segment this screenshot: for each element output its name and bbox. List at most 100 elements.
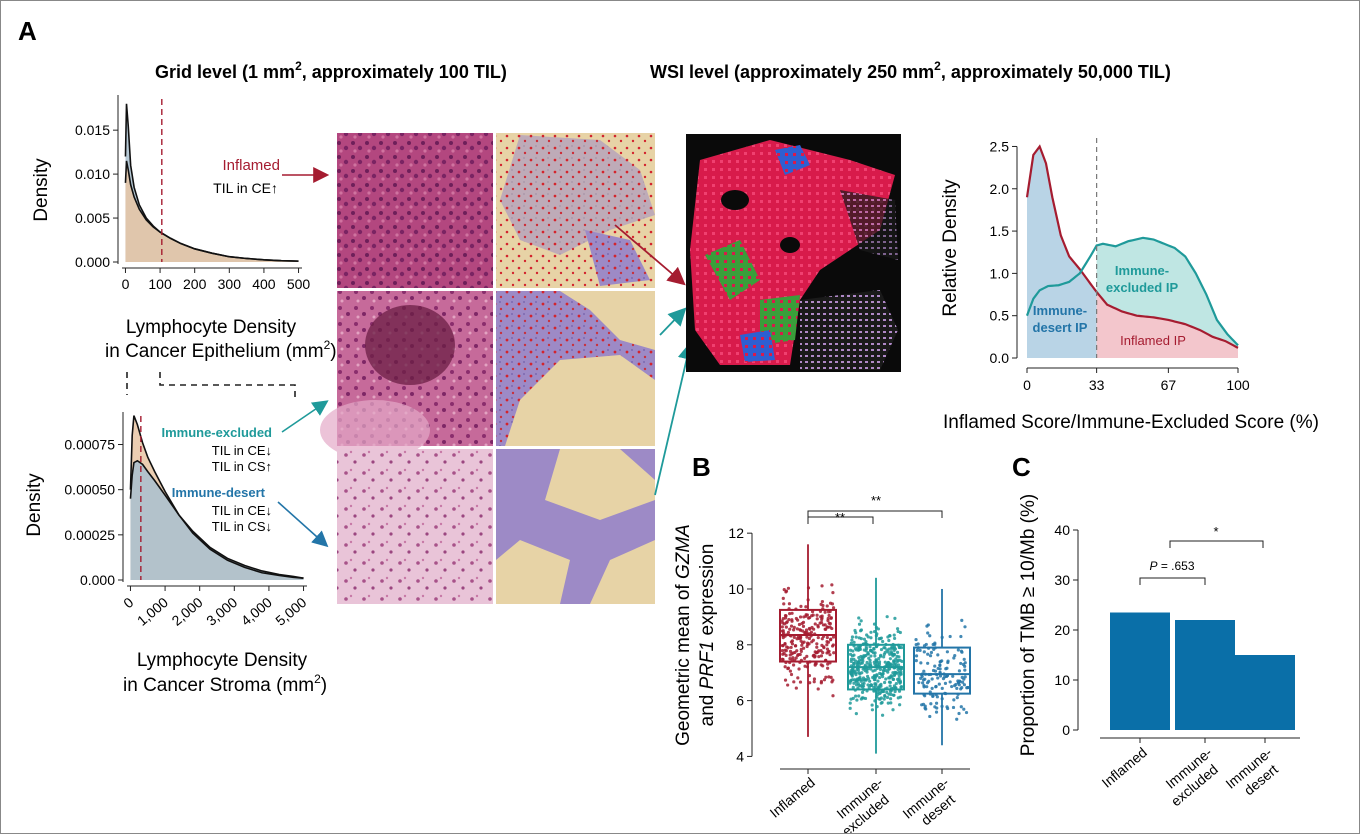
- data-point: [788, 612, 792, 616]
- data-point: [883, 680, 887, 685]
- data-point: [931, 694, 935, 698]
- data-point: [960, 675, 964, 679]
- data-point: [948, 634, 952, 639]
- data-point: [795, 627, 799, 631]
- data-point: [934, 701, 939, 705]
- data-point: [856, 660, 861, 664]
- data-point: [848, 681, 852, 685]
- y-tick-label: 6: [736, 693, 744, 709]
- data-point: [830, 626, 834, 631]
- data-point: [807, 616, 811, 620]
- data-point: [934, 710, 939, 714]
- data-point: [855, 667, 859, 671]
- data-point: [963, 661, 967, 665]
- ce-density-xlabel-2: in Cancer Epithelium (mm2): [105, 338, 337, 362]
- data-point: [854, 680, 858, 684]
- data-point: [879, 696, 883, 700]
- y-tick-label: 0.00025: [64, 527, 115, 543]
- segmentation-image-excluded: [496, 291, 655, 446]
- data-point: [856, 645, 860, 649]
- data-point: [791, 656, 795, 660]
- data-point: [831, 635, 836, 639]
- data-point: [878, 654, 883, 658]
- x-tick-label: 1,000: [134, 594, 171, 629]
- data-point: [943, 675, 947, 679]
- data-point: [868, 658, 872, 663]
- data-point: [875, 673, 879, 677]
- data-point: [790, 611, 794, 615]
- data-point: [796, 676, 800, 680]
- data-point: [886, 661, 891, 665]
- data-point: [812, 627, 816, 631]
- data-point: [789, 624, 794, 628]
- data-point: [936, 666, 940, 671]
- data-point: [786, 646, 790, 650]
- data-point: [849, 659, 853, 663]
- arrow-inflamed-to-wsi: [614, 224, 686, 286]
- data-point: [899, 684, 904, 689]
- data-point: [848, 706, 852, 710]
- data-point: [857, 622, 862, 626]
- y-tick-label: 30: [1054, 572, 1070, 588]
- data-point: [888, 652, 892, 656]
- data-point: [914, 659, 918, 663]
- data-point: [962, 683, 966, 687]
- density-area-2: [125, 160, 299, 262]
- data-point: [928, 634, 932, 638]
- data-point: [803, 664, 807, 668]
- data-point: [874, 684, 878, 688]
- data-point: [787, 602, 792, 606]
- bar-ylabel: Proportion of TMB ≥ 10/Mb (%): [1018, 494, 1039, 756]
- data-point: [854, 683, 859, 687]
- data-point: [851, 685, 855, 689]
- data-point: [893, 689, 897, 694]
- data-point: [898, 679, 902, 683]
- data-point: [807, 636, 812, 641]
- sig-label-1: **: [835, 510, 845, 525]
- data-point: [914, 654, 919, 658]
- data-point: [892, 652, 896, 656]
- data-point: [783, 614, 788, 618]
- data-point: [852, 661, 856, 666]
- y-tick-label: 2.0: [990, 181, 1010, 197]
- data-point: [882, 655, 886, 659]
- sig-label-2: **: [871, 493, 881, 508]
- boxplot-ylabel-line2: and PRF1 expression: [697, 544, 718, 727]
- data-point: [922, 650, 926, 654]
- data-point: [825, 643, 829, 647]
- data-point: [880, 675, 885, 679]
- desert-til-ce: TIL in CE↓: [212, 503, 272, 518]
- data-point: [826, 662, 830, 666]
- data-point: [857, 671, 861, 675]
- data-point: [870, 703, 874, 707]
- data-point: [936, 653, 940, 657]
- y-tick-label: 40: [1054, 522, 1070, 538]
- data-point: [868, 645, 872, 649]
- data-point: [780, 643, 785, 648]
- sig-bracket-1: [807, 516, 874, 524]
- y-tick-label: 4: [736, 748, 744, 764]
- data-point: [824, 627, 828, 631]
- data-point: [852, 640, 856, 644]
- excluded-ip-label-2: excluded IP: [1106, 280, 1179, 295]
- data-point: [896, 658, 900, 662]
- relative-density-ylabel: Relative Density: [940, 179, 961, 317]
- panel-letter-b: B: [692, 452, 711, 482]
- data-point: [816, 625, 820, 629]
- segmentation-image-desert: [496, 449, 655, 604]
- y-tick-label: 0.00075: [64, 437, 115, 453]
- data-point: [815, 613, 819, 617]
- data-point: [800, 641, 805, 645]
- data-point: [820, 616, 824, 620]
- data-point: [880, 713, 885, 717]
- data-point: [783, 665, 787, 669]
- data-point: [926, 661, 930, 665]
- x-tick-label: 0: [1023, 377, 1031, 393]
- data-point: [808, 627, 812, 631]
- data-point: [821, 623, 825, 627]
- data-point: [961, 680, 965, 684]
- data-point: [883, 694, 887, 699]
- data-point: [830, 602, 835, 606]
- x-tick-label: 4,000: [238, 594, 275, 629]
- data-point: [881, 639, 885, 644]
